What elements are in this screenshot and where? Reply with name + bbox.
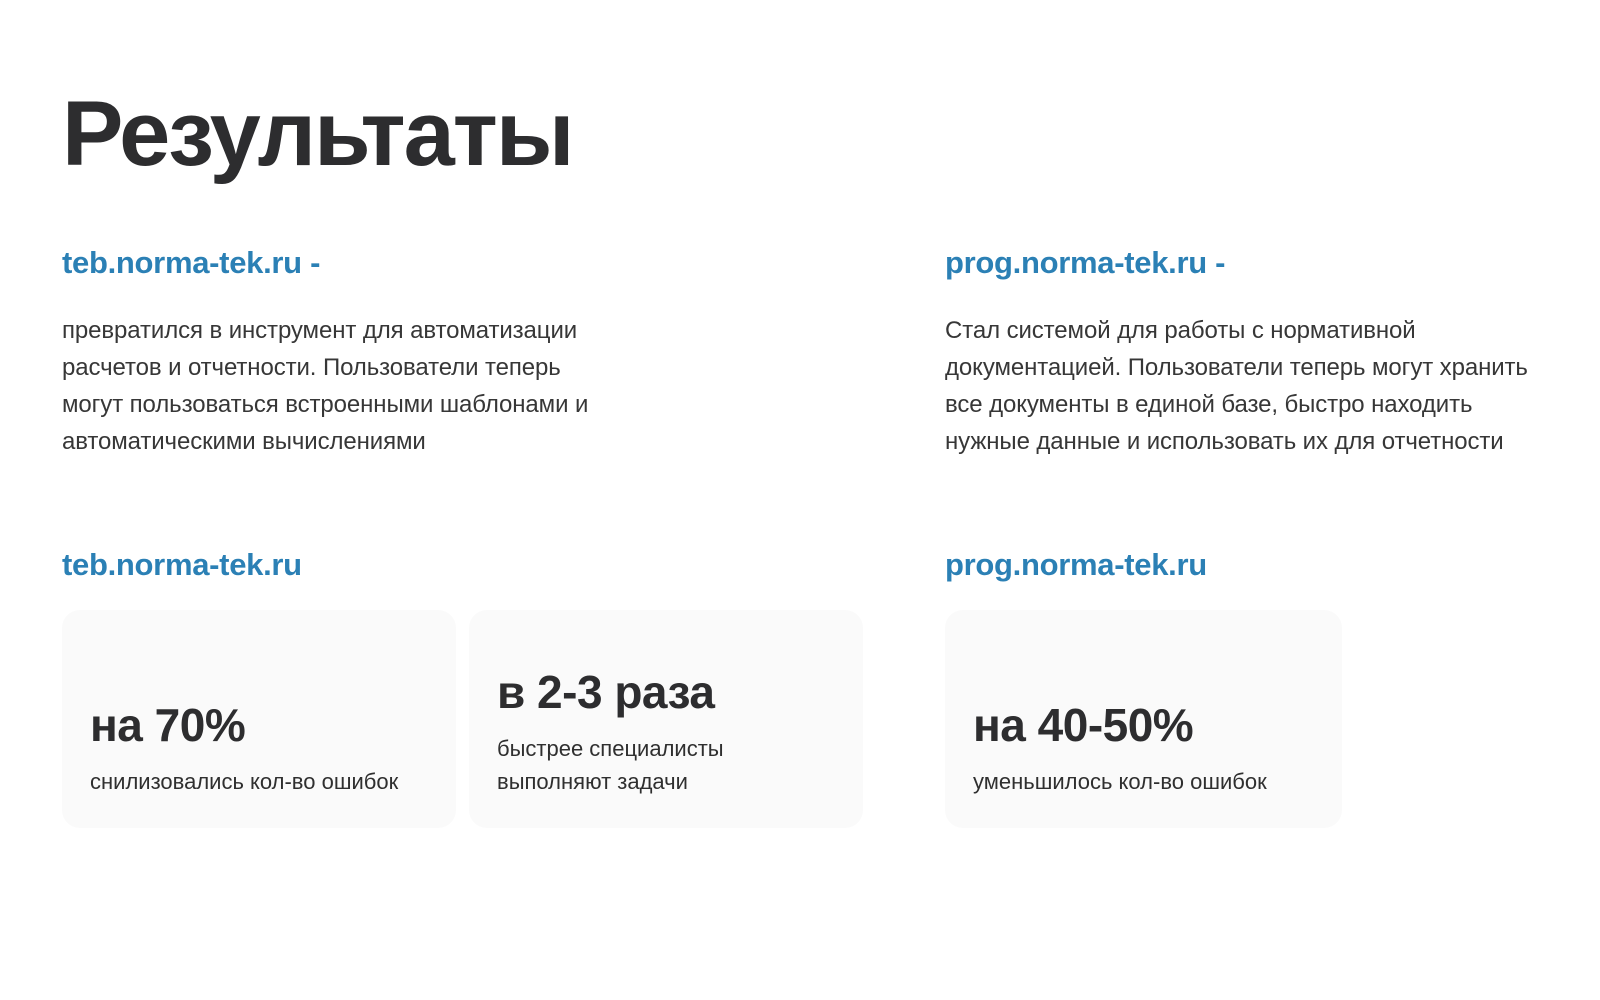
columns-grid: teb.norma-tek.ru - превратился в инструм…: [62, 244, 1560, 828]
metric-label: снилизовались кол-во ошибок: [90, 769, 399, 794]
prog-result-link[interactable]: prog.norma-tek.ru: [945, 547, 1207, 582]
metric-value: на 70%: [90, 699, 246, 751]
prog-intro-link[interactable]: prog.norma-tek.ru -: [945, 245, 1226, 280]
teb-intro-link[interactable]: teb.norma-tek.ru -: [62, 245, 321, 280]
metric-value: на 40-50%: [973, 699, 1194, 751]
page-title: Результаты: [62, 83, 574, 185]
prog-result-row: prog.norma-tek.ru: [945, 546, 1545, 584]
teb-description: превратился в инструмент для автоматизац…: [62, 317, 589, 455]
metric-label: быстрее специалисты выполняют задачи: [497, 736, 724, 794]
metric-label: уменьшилось кол-во ошибок: [973, 769, 1267, 794]
metric-card-errors-40-50: на 40-50% уменьшилось кол-во ошибок: [945, 610, 1342, 828]
teb-result-link[interactable]: teb.norma-tek.ru: [62, 547, 302, 582]
prog-description: Стал системой для работы с нормативной д…: [945, 317, 1528, 455]
prog-metric-cards: на 40-50% уменьшилось кол-во ошибок: [945, 610, 1545, 828]
results-section: Результаты teb.norma-tek.ru - превратилс…: [0, 86, 1600, 1000]
metric-card-speed-2-3x: в 2-3 раза быстрее специалисты выполняют…: [469, 610, 863, 828]
column-prog: prog.norma-tek.ru - Стал системой для ра…: [945, 244, 1545, 828]
column-teb: teb.norma-tek.ru - превратился в инструм…: [62, 244, 864, 828]
metric-card-errors-70: на 70% снилизовались кол-во ошибок: [62, 610, 456, 828]
teb-metric-cards: на 70% снилизовались кол-во ошибок в 2-3…: [62, 610, 864, 828]
teb-result-row: teb.norma-tek.ru: [62, 546, 864, 584]
metric-value: в 2-3 раза: [497, 666, 715, 718]
